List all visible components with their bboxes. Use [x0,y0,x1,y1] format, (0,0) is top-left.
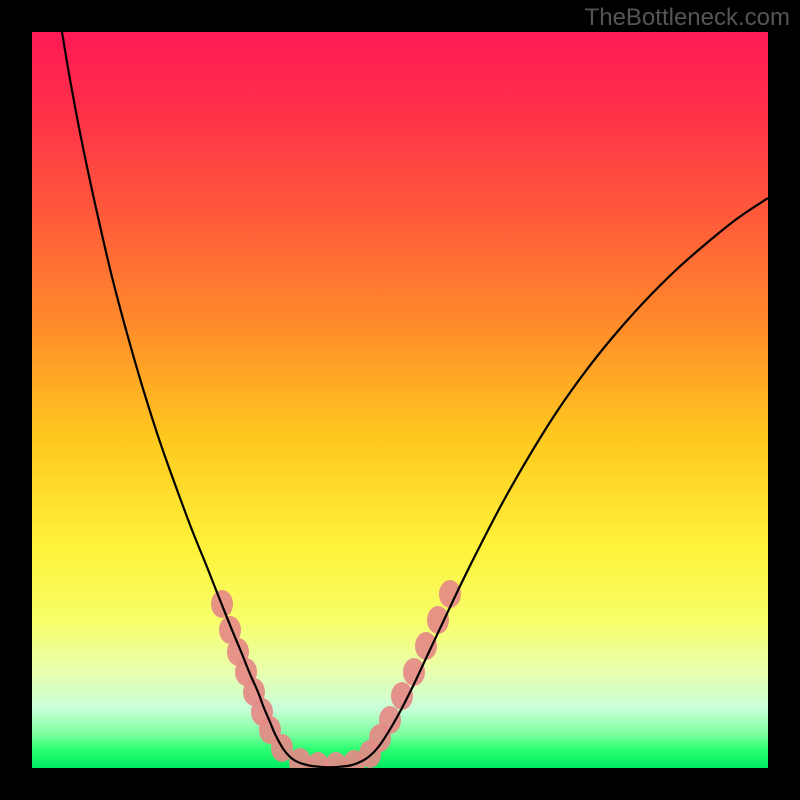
frame-left [0,0,32,800]
plot-area [32,32,768,768]
marker-group [211,580,461,768]
curve-marker [427,606,449,634]
watermark-text: TheBottleneck.com [585,4,790,32]
bottleneck-curve [62,32,768,767]
curve-marker [439,580,461,608]
frame-right [768,0,800,800]
plot-overlay [32,32,768,768]
frame-bottom [0,768,800,800]
